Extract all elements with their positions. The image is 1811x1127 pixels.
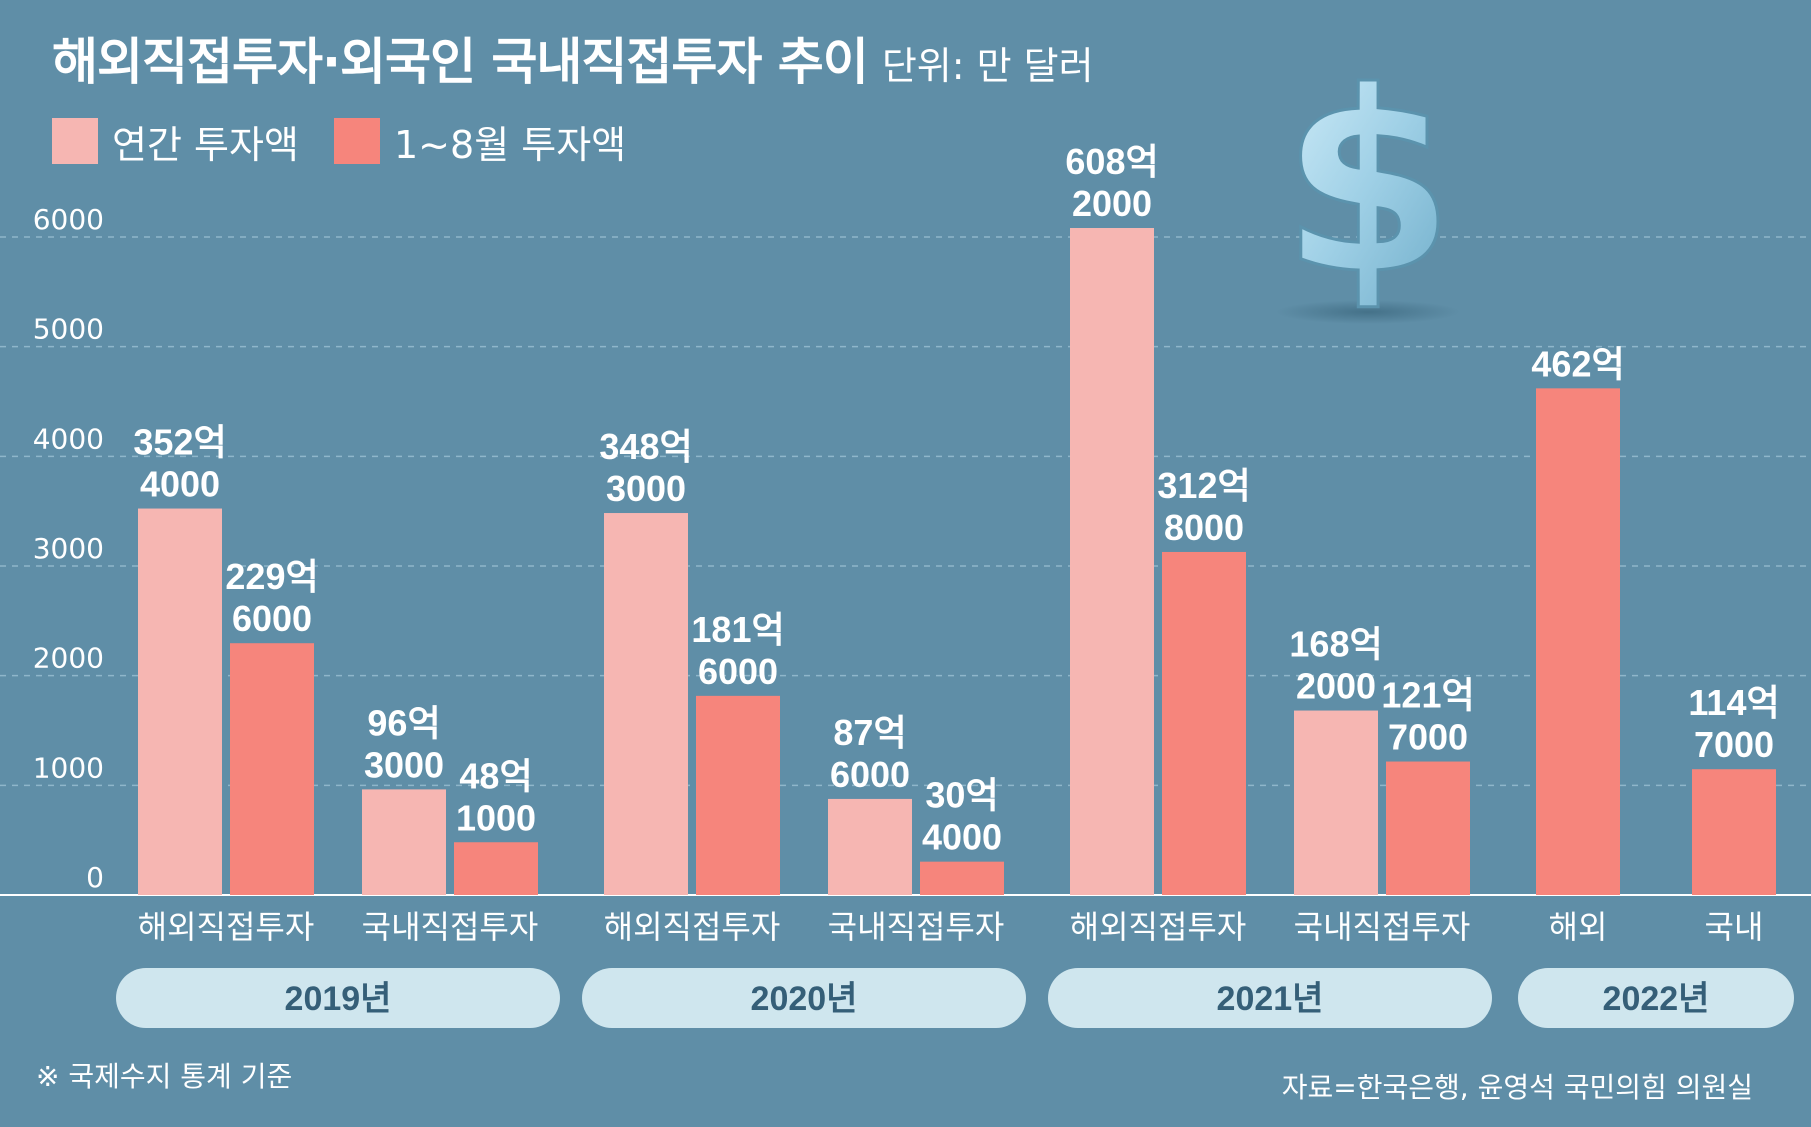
bar-label-top: 48억 bbox=[459, 755, 532, 796]
chart-title-block: 해외직접투자·외국인 국내직접투자 추이 단위: 만 달러 bbox=[52, 22, 1094, 94]
bar-label-bottom: 3000 bbox=[364, 744, 444, 785]
bar-label-top: 114억 bbox=[1688, 682, 1779, 723]
legend-item-jan-aug: 1~8월 투자액 bbox=[334, 118, 626, 167]
bar-label-top: 608억 bbox=[1065, 141, 1158, 182]
category-label: 해외직접투자 bbox=[138, 908, 315, 946]
bar-label-bottom: 6000 bbox=[232, 598, 312, 639]
y-tick-label: 6000 bbox=[33, 203, 104, 236]
bar-label-bottom: 6000 bbox=[830, 754, 910, 795]
chart-title: 해외직접투자·외국인 국내직접투자 추이 bbox=[52, 33, 869, 91]
y-tick-label: 3000 bbox=[33, 532, 104, 565]
bar-label-top: 87억 bbox=[833, 712, 906, 753]
bar-label-top: 352억 bbox=[133, 422, 226, 463]
bar-label-top: 312억 bbox=[1157, 465, 1250, 506]
year-pills: 2019년 2020년 2021년 2022년 bbox=[116, 968, 1794, 1028]
bar-label-top: 181억 bbox=[691, 609, 784, 650]
bar-2020년-해외직접투자-1~8월 투자액 bbox=[696, 695, 780, 895]
legend-swatch-annual bbox=[52, 118, 98, 164]
y-tick-label: 4000 bbox=[33, 422, 104, 455]
bar-2020년-해외직접투자-연간 투자액 bbox=[604, 513, 688, 895]
y-tick-label: 2000 bbox=[33, 642, 104, 675]
bar-label-bottom: 2000 bbox=[1072, 183, 1152, 224]
bar-label-top: 30억 bbox=[925, 775, 998, 816]
y-tick-label: 1000 bbox=[33, 751, 104, 784]
bar-label-top: 168억 bbox=[1289, 624, 1382, 665]
bar-label-bottom: 6000 bbox=[698, 651, 778, 692]
bar-2019년-국내직접투자-연간 투자액 bbox=[362, 789, 446, 895]
bar-label-bottom: 3000 bbox=[606, 468, 686, 509]
bars bbox=[138, 228, 1776, 896]
y-tick-label: 0 bbox=[86, 861, 104, 894]
category-label: 국내직접투자 bbox=[362, 908, 539, 946]
category-label: 국내직접투자 bbox=[1294, 908, 1471, 946]
bar-label-bottom: 2000 bbox=[1296, 666, 1376, 707]
bar-2020년-국내직접투자-1~8월 투자액 bbox=[920, 861, 1004, 895]
legend-label-annual: 연간 투자액 bbox=[112, 122, 299, 167]
legend-item-annual: 연간 투자액 bbox=[52, 118, 299, 167]
bar-label-top: 348억 bbox=[599, 426, 692, 467]
year-pill bbox=[582, 968, 1026, 1028]
bar-2019년-해외직접투자-1~8월 투자액 bbox=[230, 643, 314, 895]
bar-2019년-해외직접투자-연간 투자액 bbox=[138, 508, 222, 895]
bar-label-bottom: 7000 bbox=[1694, 724, 1774, 765]
year-pill bbox=[1518, 968, 1794, 1028]
category-label: 국내 bbox=[1705, 908, 1764, 946]
year-label: 2022년 bbox=[1603, 980, 1710, 1018]
footnote: ※ 국제수지 통계 기준 bbox=[36, 1060, 293, 1093]
year-pill bbox=[116, 968, 560, 1028]
bar-label-bottom: 7000 bbox=[1388, 717, 1468, 758]
source-note: 자료=한국은행, 윤영석 국민의힘 의원실 bbox=[1281, 1071, 1753, 1104]
category-label: 국내직접투자 bbox=[828, 908, 1005, 946]
bar-label-bottom: 4000 bbox=[140, 464, 220, 505]
bar-label-top: 96억 bbox=[367, 702, 440, 743]
bar-label-bottom: 4000 bbox=[922, 817, 1002, 858]
bar-label-top: 229억 bbox=[225, 556, 318, 597]
bar-2019년-국내직접투자-1~8월 투자액 bbox=[454, 842, 538, 895]
bar-label-top: 462억 bbox=[1531, 343, 1624, 384]
bar-label-bottom: 1000 bbox=[456, 797, 536, 838]
svg-text:$: $ bbox=[1281, 38, 1455, 329]
bar-2022년-해외-1~8월 투자액 bbox=[1536, 388, 1620, 895]
category-labels: 해외직접투자 국내직접투자 해외직접투자 국내직접투자 해외직접투자 국내직접투자 해외 국내 bbox=[138, 908, 1764, 946]
unit-label: 단위: 만 달러 bbox=[881, 44, 1094, 88]
y-tick-label: 5000 bbox=[33, 313, 104, 346]
category-label: 해외직접투자 bbox=[1070, 908, 1247, 946]
bar-2021년-해외직접투자-1~8월 투자액 bbox=[1162, 551, 1246, 895]
year-label: 2019년 bbox=[285, 980, 392, 1018]
category-label: 해외 bbox=[1549, 908, 1608, 946]
legend-label-jan-aug: 1~8월 투자액 bbox=[394, 122, 627, 167]
year-label: 2021년 bbox=[1217, 980, 1324, 1018]
bar-2020년-국내직접투자-연간 투자액 bbox=[828, 798, 912, 895]
bar-2021년-국내직접투자-연간 투자액 bbox=[1294, 710, 1378, 895]
bar-label-top: 121억 bbox=[1381, 675, 1474, 716]
bar-label-bottom: 8000 bbox=[1164, 507, 1244, 548]
category-label: 해외직접투자 bbox=[604, 908, 781, 946]
dollar-sign-icon: $ bbox=[1276, 37, 1460, 331]
bar-2022년-국내-1~8월 투자액 bbox=[1692, 769, 1776, 895]
y-axis-ticks: 0 1000 2000 3000 4000 5000 6000 bbox=[33, 203, 104, 894]
bar-2021년-국내직접투자-1~8월 투자액 bbox=[1386, 761, 1470, 895]
legend-swatch-jan-aug bbox=[334, 118, 380, 164]
year-label: 2020년 bbox=[751, 980, 858, 1018]
year-pill bbox=[1048, 968, 1492, 1028]
bar-2021년-해외직접투자-연간 투자액 bbox=[1070, 228, 1154, 896]
